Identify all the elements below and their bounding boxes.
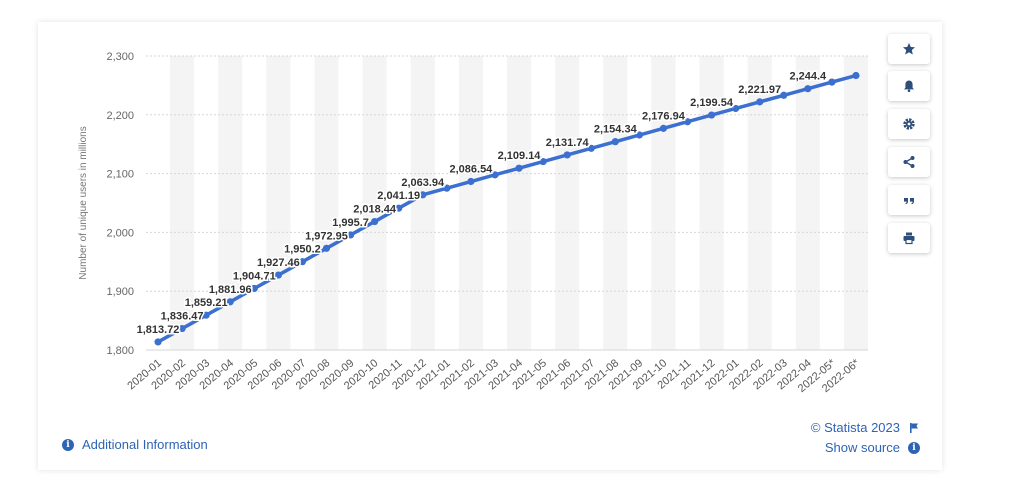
print-button[interactable]	[888, 223, 930, 253]
column-band	[410, 56, 435, 350]
data-label: 2,109.14	[498, 150, 542, 162]
series-line	[156, 73, 858, 344]
data-label: 1,950.2	[284, 244, 321, 256]
y-tick-label: 1,900	[106, 286, 134, 298]
quote-icon	[904, 198, 914, 205]
print-icon	[903, 232, 915, 245]
info-icon: i	[62, 438, 74, 451]
data-label: 2,131.74	[546, 137, 590, 149]
data-label: 2,086.54	[449, 164, 493, 176]
data-label: 1,836.47	[161, 311, 204, 323]
column-band	[603, 56, 628, 350]
data-point	[852, 71, 860, 80]
data-label: 1,927.46	[257, 257, 300, 269]
share-button[interactable]	[888, 147, 930, 177]
data-point	[371, 217, 379, 226]
data-label: 2,221.97	[738, 84, 781, 96]
settings-button[interactable]	[888, 109, 930, 139]
data-label: 2,199.54	[690, 97, 734, 109]
data-label: 2,176.94	[642, 110, 686, 122]
additional-information-label: Additional Information	[82, 437, 208, 452]
data-point	[395, 204, 403, 212]
data-label: 1,859.21	[185, 297, 228, 309]
data-point	[611, 138, 619, 146]
data-label: 2,041.19	[377, 190, 420, 202]
data-point	[491, 171, 499, 179]
data-point	[467, 177, 475, 186]
data-label: 1,995.7	[332, 217, 369, 229]
data-point	[346, 231, 355, 239]
data-point	[828, 78, 836, 86]
y-tick-label: 2,100	[106, 169, 134, 181]
y-tick-label: 2,000	[106, 227, 134, 239]
chart-card: 1,800 1,900 2,000 2,100 2,200 2,300 Number of …	[38, 22, 942, 470]
additional-information-link[interactable]: i Additional Information	[62, 437, 208, 452]
y-axis-label: Number of unique users in millions	[78, 126, 89, 279]
data-point	[780, 91, 788, 99]
data-label: 2,018.44	[353, 204, 397, 216]
data-label: 1,972.95	[305, 230, 348, 242]
column-band	[266, 56, 291, 350]
cite-button[interactable]	[888, 185, 930, 215]
data-point	[178, 324, 186, 333]
data-point	[539, 157, 547, 166]
favorite-button[interactable]	[888, 34, 930, 64]
y-tick-label: 1,800	[106, 345, 134, 357]
data-label: 2,244.4	[789, 71, 827, 83]
data-point	[322, 244, 331, 252]
column-band	[314, 56, 339, 350]
data-point	[154, 338, 162, 346]
data-point	[659, 124, 668, 132]
data-point	[756, 98, 764, 106]
data-point	[298, 258, 307, 266]
data-label: 2,063.94	[401, 177, 445, 189]
line-chart: 1,800 1,900 2,000 2,100 2,200 2,300 Number of …	[78, 51, 868, 395]
data-point	[635, 131, 643, 139]
share-icon	[903, 156, 915, 168]
data-label: 2,154.34	[594, 124, 638, 136]
star-icon	[903, 43, 915, 55]
column-band	[699, 56, 724, 350]
data-point	[250, 284, 258, 293]
bell-icon	[904, 80, 914, 93]
data-point	[683, 118, 692, 126]
data-point	[515, 164, 523, 172]
notification-button[interactable]	[888, 71, 930, 101]
data-point	[804, 85, 812, 93]
data-point	[563, 151, 571, 159]
column-band	[555, 56, 580, 350]
y-tick-label: 2,200	[106, 110, 134, 122]
data-label: 1,813.72	[137, 324, 180, 336]
data-point	[732, 104, 740, 113]
column-band	[795, 56, 820, 350]
column-band	[170, 56, 195, 350]
data-label: 1,881.96	[209, 284, 252, 296]
info-icon: i	[908, 441, 920, 454]
y-tick-label: 2,300	[106, 51, 134, 63]
data-point	[202, 311, 210, 319]
column-band	[362, 56, 387, 350]
data-point	[587, 144, 595, 152]
gear-icon	[903, 118, 915, 130]
data-point	[226, 298, 234, 306]
data-point	[419, 191, 427, 199]
data-point	[443, 184, 451, 192]
data-label: 1,904.71	[233, 270, 276, 282]
show-source-link[interactable]: Show source i	[825, 440, 920, 455]
show-source-label: Show source	[824, 440, 900, 455]
column-band	[458, 56, 483, 350]
flag-icon	[910, 422, 918, 433]
data-point	[707, 111, 716, 119]
column-band	[507, 56, 532, 350]
column-band	[651, 56, 676, 350]
column-band	[843, 56, 868, 350]
data-point	[274, 271, 282, 279]
copyright-row: © Statista 2023	[811, 420, 920, 435]
copyright-text: © Statista 2023	[810, 420, 900, 435]
